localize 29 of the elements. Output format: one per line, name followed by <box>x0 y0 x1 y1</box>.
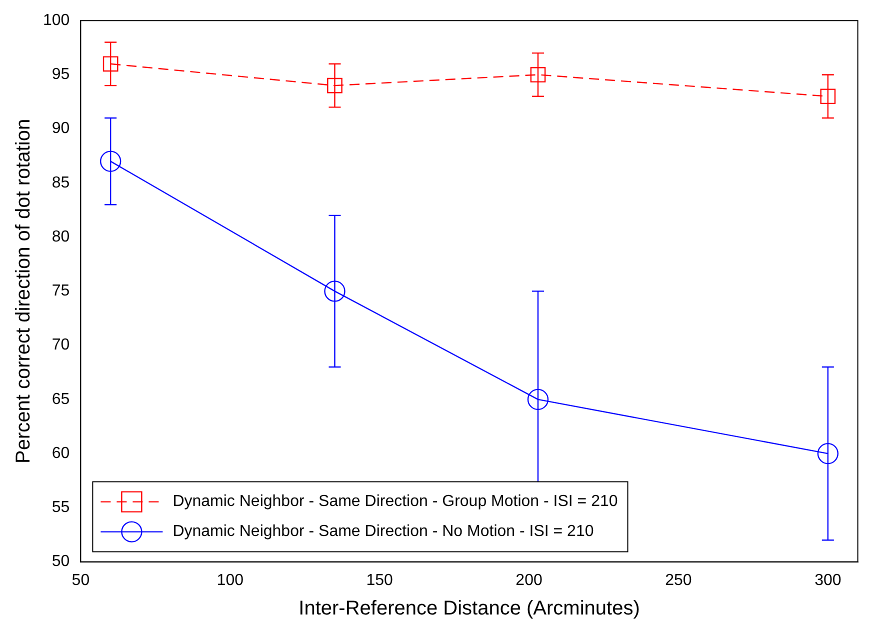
y-axis-title: Percent correct direction of dot rotation <box>12 118 35 464</box>
x-tick-label: 250 <box>665 572 692 589</box>
y-tick-label: 100 <box>42 12 70 30</box>
y-tick-label: 65 <box>52 390 70 408</box>
y-tick-label: 80 <box>52 228 70 246</box>
point <box>527 388 549 410</box>
legend-label: Dynamic Neighbor - Same Direction - No Motion - ISI = 210 <box>172 523 594 540</box>
legend-label: Dynamic Neighbor - Same Direction - Group Motion - ISI = 210 <box>172 493 618 510</box>
x-tick-label: 200 <box>516 572 542 589</box>
x-tick-label: 150 <box>366 572 394 589</box>
y-tick-label: 60 <box>52 444 70 462</box>
point <box>102 56 118 72</box>
y-tick-label: 95 <box>52 66 70 84</box>
y-tick-label: 85 <box>52 174 70 192</box>
y-tick-label: 90 <box>52 120 70 138</box>
point <box>100 150 122 172</box>
y-tick-label: 75 <box>52 282 70 300</box>
x-tick-label: 50 <box>72 572 90 589</box>
point <box>327 78 342 94</box>
point <box>530 67 546 82</box>
x-axis-title: Inter-Reference Distance (Arcminutes) <box>298 598 640 620</box>
point <box>324 280 346 302</box>
point <box>817 442 839 464</box>
y-tick-label: 70 <box>52 336 70 354</box>
point <box>820 88 836 104</box>
y-tick-label: 50 <box>52 553 70 570</box>
y-tick-label: 55 <box>52 499 70 516</box>
x-tick-label: 300 <box>814 572 842 589</box>
x-tick-label: 100 <box>216 572 244 589</box>
